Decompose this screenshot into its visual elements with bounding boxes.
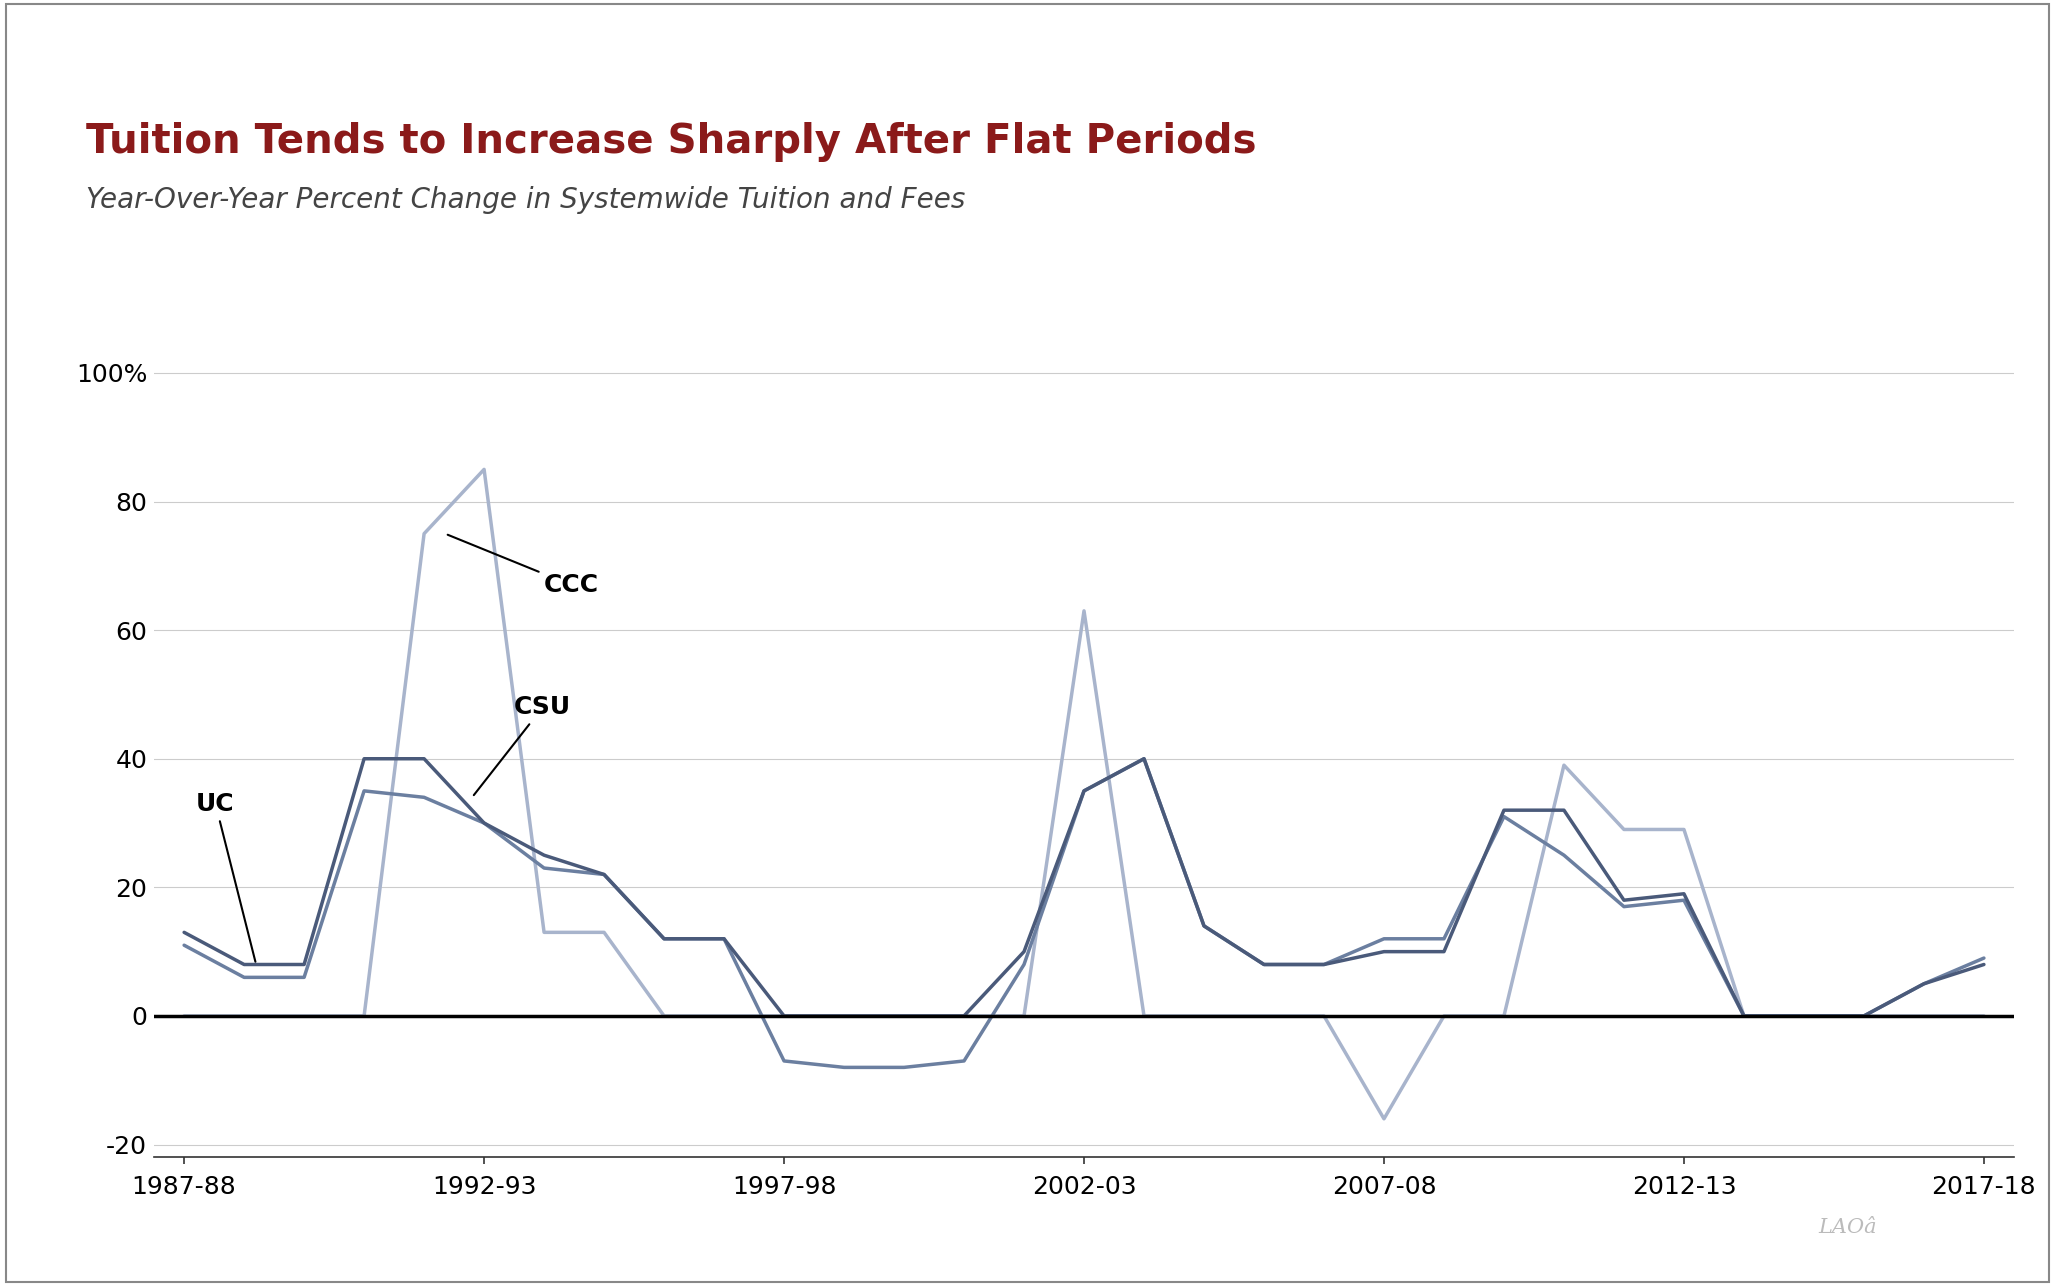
Text: UC: UC xyxy=(195,792,255,962)
Text: Figure 9: Figure 9 xyxy=(29,49,140,73)
Text: Year-Over-Year Percent Change in Systemwide Tuition and Fees: Year-Over-Year Percent Change in Systemw… xyxy=(86,186,966,215)
Text: CCC: CCC xyxy=(448,535,600,597)
Text: LAOâ: LAOâ xyxy=(1819,1218,1878,1237)
Text: Tuition Tends to Increase Sharply After Flat Periods: Tuition Tends to Increase Sharply After … xyxy=(86,122,1258,162)
Text: CSU: CSU xyxy=(475,696,571,795)
